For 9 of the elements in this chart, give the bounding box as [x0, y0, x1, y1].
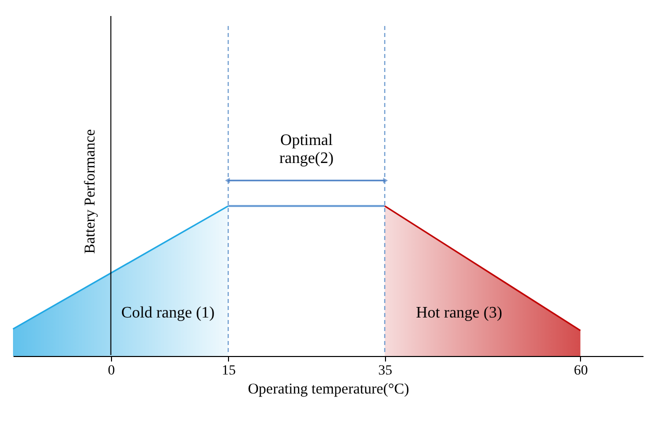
x-tick-label: 60: [574, 364, 588, 378]
x-tick-label: 15: [222, 364, 236, 378]
annotation: Hot range (3): [416, 304, 502, 322]
x-tick-label: 0: [108, 364, 115, 378]
x-axis-title: Operating temperature(°C): [248, 382, 410, 398]
annotation: Cold range (1): [121, 304, 215, 322]
x-tick-label: 35: [378, 364, 392, 378]
y-axis-title: Battery Performance: [82, 128, 98, 254]
text: Optimal range(2): [279, 132, 334, 167]
